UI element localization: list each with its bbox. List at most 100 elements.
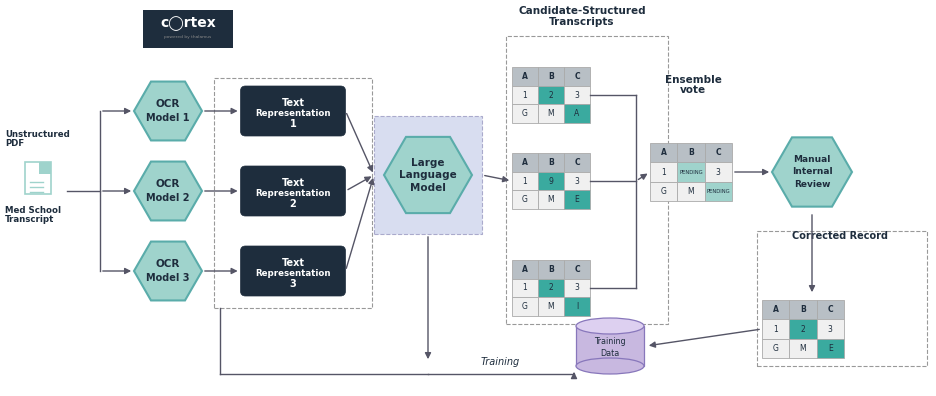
Text: Model: Model — [410, 183, 446, 193]
Bar — [538, 86, 564, 104]
Text: C: C — [574, 158, 579, 167]
Text: G: G — [661, 187, 666, 196]
Bar — [538, 104, 564, 123]
Text: M: M — [799, 344, 806, 353]
Bar — [576, 326, 644, 366]
Bar — [762, 339, 789, 358]
Bar — [214, 78, 372, 308]
Text: OCR: OCR — [155, 259, 181, 269]
Text: 3: 3 — [828, 324, 833, 333]
Text: 3: 3 — [575, 177, 579, 185]
Bar — [564, 279, 590, 297]
Text: 9: 9 — [548, 177, 553, 185]
Bar — [538, 190, 564, 209]
Bar — [374, 116, 482, 234]
Text: 2: 2 — [548, 91, 553, 99]
Text: Manual: Manual — [794, 154, 830, 164]
Bar — [678, 143, 705, 162]
Bar — [538, 153, 564, 172]
Bar — [757, 231, 927, 366]
FancyBboxPatch shape — [241, 166, 345, 216]
Text: G: G — [522, 302, 528, 311]
Text: Model 3: Model 3 — [146, 273, 190, 283]
Text: B: B — [688, 148, 694, 157]
Text: Corrected Record: Corrected Record — [792, 231, 888, 241]
Text: E: E — [828, 344, 833, 353]
Bar — [538, 260, 564, 279]
Bar — [538, 67, 564, 86]
Bar — [678, 182, 705, 201]
Bar — [705, 162, 732, 182]
Text: PENDING: PENDING — [680, 169, 703, 175]
Text: A: A — [522, 72, 528, 81]
Text: 2: 2 — [289, 199, 297, 209]
Text: M: M — [548, 302, 554, 311]
Text: Representation: Representation — [256, 268, 330, 278]
Bar — [705, 143, 732, 162]
Text: 1: 1 — [289, 119, 297, 129]
Bar — [512, 153, 538, 172]
Text: Transcript: Transcript — [5, 215, 54, 223]
Bar — [650, 182, 678, 201]
Bar — [512, 104, 538, 123]
Bar — [564, 260, 590, 279]
Polygon shape — [384, 137, 472, 213]
Bar — [650, 143, 678, 162]
Text: A: A — [773, 305, 779, 314]
Text: Training: Training — [480, 357, 519, 367]
Bar — [789, 319, 817, 339]
Text: G: G — [522, 195, 528, 204]
Bar — [143, 10, 233, 48]
Bar — [512, 67, 538, 86]
Bar — [564, 86, 590, 104]
Bar — [538, 279, 564, 297]
Ellipse shape — [576, 318, 644, 334]
Text: Training: Training — [594, 337, 626, 345]
Text: 1: 1 — [522, 91, 527, 99]
Bar — [506, 36, 668, 324]
Text: OCR: OCR — [155, 99, 181, 109]
Text: A: A — [522, 158, 528, 167]
Bar — [538, 172, 564, 190]
Bar — [512, 86, 538, 104]
Text: 2: 2 — [800, 324, 805, 333]
Bar — [512, 279, 538, 297]
Text: M: M — [688, 187, 695, 196]
Text: B: B — [548, 265, 554, 274]
Text: A: A — [575, 109, 579, 118]
Text: PENDING: PENDING — [707, 189, 730, 194]
Text: B: B — [800, 305, 806, 314]
Polygon shape — [134, 82, 202, 141]
Bar — [564, 104, 590, 123]
Text: Language: Language — [399, 170, 457, 180]
Text: Text: Text — [282, 98, 304, 108]
Text: C: C — [574, 72, 579, 81]
Text: 1: 1 — [773, 324, 778, 333]
Text: C: C — [827, 305, 833, 314]
Bar — [817, 339, 844, 358]
Polygon shape — [134, 162, 202, 221]
Text: powered by thalamus: powered by thalamus — [165, 35, 212, 39]
Text: 3: 3 — [575, 284, 579, 293]
Text: c◯rtex: c◯rtex — [160, 16, 216, 31]
Text: M: M — [548, 109, 554, 118]
Bar — [789, 300, 817, 319]
Bar — [650, 162, 678, 182]
Text: PDF: PDF — [5, 139, 24, 147]
Bar — [564, 67, 590, 86]
Text: C: C — [715, 148, 721, 157]
Bar — [817, 319, 844, 339]
Bar — [564, 172, 590, 190]
Bar — [538, 297, 564, 316]
Text: E: E — [575, 195, 579, 204]
Text: OCR: OCR — [155, 179, 181, 189]
Bar — [564, 297, 590, 316]
Text: 3: 3 — [716, 168, 721, 177]
Bar — [705, 182, 732, 201]
Ellipse shape — [576, 358, 644, 374]
Text: 3: 3 — [575, 91, 579, 99]
Text: Med School: Med School — [5, 206, 61, 215]
Bar — [762, 319, 789, 339]
Text: A: A — [522, 265, 528, 274]
Text: C: C — [574, 265, 579, 274]
